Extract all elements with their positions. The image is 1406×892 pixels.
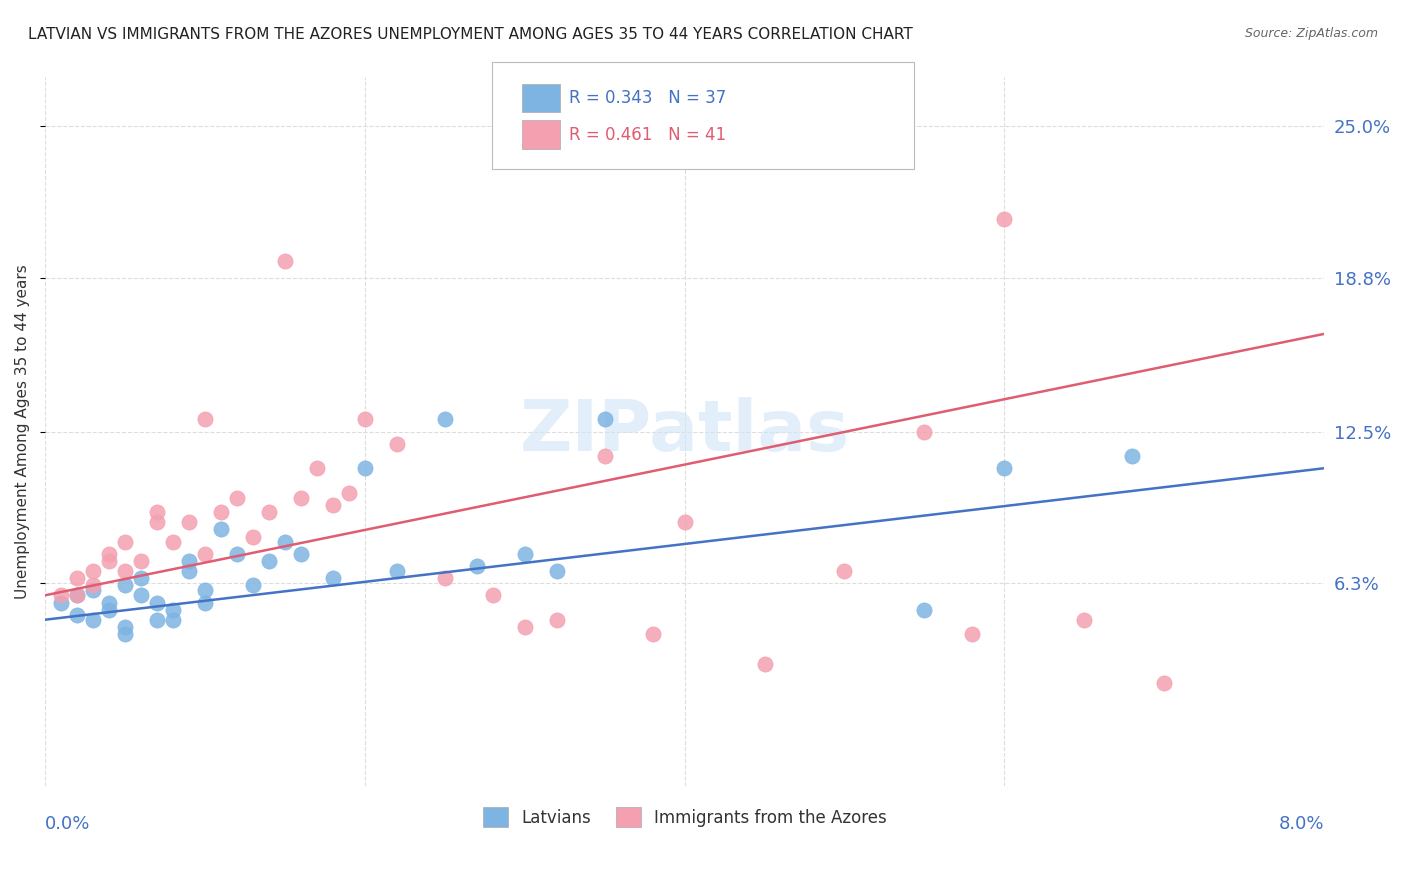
- Point: [114, 578, 136, 592]
- Point: [179, 515, 201, 529]
- Point: [66, 607, 89, 622]
- Point: [322, 498, 344, 512]
- Point: [242, 578, 264, 592]
- Point: [194, 412, 217, 426]
- Point: [337, 485, 360, 500]
- Point: [98, 603, 121, 617]
- Point: [993, 212, 1015, 227]
- Point: [513, 547, 536, 561]
- Point: [66, 571, 89, 585]
- Point: [98, 547, 121, 561]
- Point: [1073, 613, 1095, 627]
- Point: [641, 627, 664, 641]
- Point: [146, 613, 169, 627]
- Point: [194, 596, 217, 610]
- Point: [194, 547, 217, 561]
- Point: [274, 253, 297, 268]
- Point: [129, 588, 152, 602]
- Point: [290, 491, 312, 505]
- Point: [114, 620, 136, 634]
- Point: [51, 588, 73, 602]
- Point: [354, 461, 377, 475]
- Point: [274, 534, 297, 549]
- Point: [162, 603, 184, 617]
- Point: [546, 564, 568, 578]
- Text: ZIPatlas: ZIPatlas: [520, 397, 849, 467]
- Point: [114, 627, 136, 641]
- Text: 0.0%: 0.0%: [45, 815, 90, 833]
- Point: [322, 571, 344, 585]
- Point: [82, 564, 104, 578]
- Y-axis label: Unemployment Among Ages 35 to 44 years: Unemployment Among Ages 35 to 44 years: [15, 264, 30, 599]
- Point: [546, 613, 568, 627]
- Point: [433, 571, 456, 585]
- Point: [179, 564, 201, 578]
- Text: LATVIAN VS IMMIGRANTS FROM THE AZORES UNEMPLOYMENT AMONG AGES 35 TO 44 YEARS COR: LATVIAN VS IMMIGRANTS FROM THE AZORES UN…: [28, 27, 912, 42]
- Point: [51, 596, 73, 610]
- Point: [114, 534, 136, 549]
- Point: [385, 564, 408, 578]
- Legend: Latvians, Immigrants from the Azores: Latvians, Immigrants from the Azores: [475, 800, 893, 834]
- Point: [513, 620, 536, 634]
- Point: [146, 505, 169, 519]
- Point: [834, 564, 856, 578]
- Point: [82, 613, 104, 627]
- Point: [962, 627, 984, 641]
- Point: [754, 657, 776, 671]
- Point: [146, 596, 169, 610]
- Point: [179, 554, 201, 568]
- Point: [209, 505, 232, 519]
- Text: R = 0.461   N = 41: R = 0.461 N = 41: [569, 126, 727, 144]
- Point: [66, 588, 89, 602]
- Point: [129, 554, 152, 568]
- Text: Source: ZipAtlas.com: Source: ZipAtlas.com: [1244, 27, 1378, 40]
- Point: [433, 412, 456, 426]
- Point: [257, 554, 280, 568]
- Point: [114, 564, 136, 578]
- Point: [226, 547, 249, 561]
- Point: [162, 613, 184, 627]
- Point: [194, 583, 217, 598]
- Point: [482, 588, 505, 602]
- Point: [209, 522, 232, 536]
- Point: [242, 530, 264, 544]
- Point: [98, 554, 121, 568]
- Point: [162, 534, 184, 549]
- Point: [1153, 676, 1175, 690]
- Point: [673, 515, 696, 529]
- Point: [98, 596, 121, 610]
- Point: [912, 425, 935, 439]
- Point: [912, 603, 935, 617]
- Point: [993, 461, 1015, 475]
- Point: [82, 583, 104, 598]
- Point: [305, 461, 328, 475]
- Point: [385, 437, 408, 451]
- Text: 8.0%: 8.0%: [1278, 815, 1324, 833]
- Point: [129, 571, 152, 585]
- Point: [290, 547, 312, 561]
- Point: [354, 412, 377, 426]
- Point: [226, 491, 249, 505]
- Point: [593, 449, 616, 463]
- Point: [257, 505, 280, 519]
- Text: R = 0.343   N = 37: R = 0.343 N = 37: [569, 89, 727, 107]
- Point: [66, 588, 89, 602]
- Point: [146, 515, 169, 529]
- Point: [593, 412, 616, 426]
- Point: [465, 558, 488, 573]
- Point: [82, 578, 104, 592]
- Point: [1121, 449, 1143, 463]
